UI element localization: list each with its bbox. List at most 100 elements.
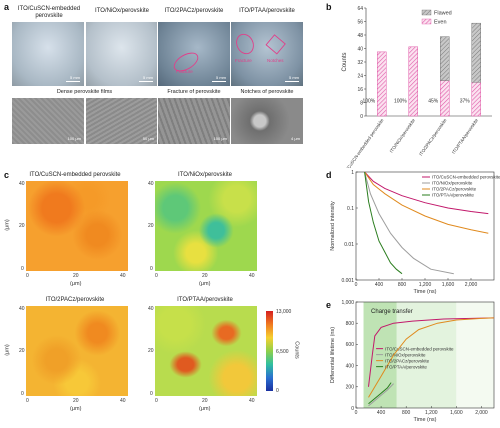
xtick-label: 1,200 — [425, 410, 438, 416]
legend-label: ITO/PTAA/perovskite — [385, 364, 427, 369]
ytick-label: 64 — [357, 6, 363, 12]
ytick-label: 56 — [357, 19, 363, 25]
map-ytick: 40 — [148, 306, 154, 312]
ytick-label: 1 — [351, 170, 354, 176]
map-xlabel: (μm) — [199, 406, 211, 412]
bar-flawed — [471, 22, 481, 83]
xtick-label: 1,600 — [442, 282, 455, 288]
sem-scalebar: 100 μm — [213, 136, 227, 141]
ytick-label: 800 — [346, 321, 355, 327]
colorbar — [266, 311, 273, 391]
photo-scalebar-2pacz: 5 mm — [216, 75, 226, 80]
map-xtick: 0 — [26, 273, 29, 279]
photo-cuscn: 5 mm — [12, 22, 84, 86]
map-ytick: 0 — [150, 266, 153, 272]
bar-even — [440, 80, 450, 117]
legend-label: ITO/2PACz/perovskite — [432, 187, 477, 192]
xtick-label: 400 — [375, 282, 384, 288]
sem-image-cuscn: 100 μm — [12, 98, 84, 144]
bar-even — [377, 51, 387, 117]
ytick-label: 0.01 — [344, 242, 354, 248]
ytick-label: 0 — [351, 406, 354, 412]
map-title-nio: ITO/NiOx/perovskite — [178, 172, 232, 178]
series-line — [364, 171, 489, 234]
sem-image-nio: 50 μm — [86, 98, 157, 144]
legend-label: ITO/NiOx/perovskite — [432, 181, 473, 186]
photo-title-ptaa: ITO/PTAA/perovskite — [239, 8, 295, 14]
xtick-label: 2,000 — [465, 282, 478, 288]
xtick-label: 800 — [402, 410, 411, 416]
sem-scalebar: 4 μm — [291, 136, 300, 141]
legend-label: ITO/CuSCN-embedded perovskite — [385, 346, 454, 351]
map-xtick: 20 — [73, 398, 79, 404]
map-xtick: 40 — [120, 398, 126, 404]
series-line — [368, 383, 394, 407]
photo-2pacz-overlay — [173, 52, 199, 72]
map-ylabel: (μm) — [4, 219, 11, 231]
xlabel: Time (ns) — [413, 417, 436, 423]
pl-map-2pacz — [26, 306, 128, 396]
map-ylabel: (μm) — [4, 344, 11, 356]
map-ytick: 20 — [19, 223, 25, 229]
map-xtick: 0 — [155, 273, 158, 279]
ytick-label: 400 — [346, 363, 355, 369]
photo-title-cuscn: ITO/CuSCN-embedded perovskite — [17, 6, 81, 19]
photo-2pacz: Fracture 5 mm — [158, 22, 230, 86]
ytick-label: 1,000 — [341, 300, 354, 306]
ytick-label: 0 — [360, 114, 363, 120]
xtick-label: 2,000 — [475, 410, 488, 416]
sem-title-notches: Notches of perovskite — [240, 89, 294, 95]
map-title-ptaa: ITO/PTAA/perovskite — [177, 297, 233, 303]
sem-title-dense: Dense perovskite films — [56, 89, 113, 95]
legend-label: ITO/CuSCN-embedded perovskite — [432, 175, 500, 180]
colorbar-tick-mid: 6,500 — [276, 349, 289, 355]
ytick-label: 8 — [360, 100, 363, 106]
ytick-label: 600 — [346, 342, 355, 348]
panel-label-b: b — [326, 2, 332, 12]
photo-ptaa-overlay — [236, 33, 286, 55]
map-xtick: 20 — [202, 398, 208, 404]
map-xlabel: (μm) — [199, 281, 211, 287]
category-label: ITO/NiOx/perovskite — [389, 117, 417, 153]
xtick-label: 1,200 — [419, 282, 432, 288]
sem-scalebar: 50 μm — [142, 136, 154, 141]
plot-frame — [355, 301, 495, 409]
ylabel: Differential lifetime (ns) — [330, 327, 336, 383]
photo-nio: 5 mm — [86, 22, 157, 86]
map-xlabel: (μm) — [70, 281, 82, 287]
map-xtick: 40 — [249, 273, 255, 279]
series-line — [368, 382, 392, 405]
photo-scalebar-cuscn: 5 mm — [70, 75, 80, 80]
sem-image-ptaa: 4 μm — [231, 98, 303, 144]
ytick-label: 0.001 — [341, 278, 354, 284]
bar-percent-label: 37% — [460, 99, 471, 105]
photo-scalebar-nio: 5 mm — [143, 75, 153, 80]
map-ytick: 20 — [148, 223, 154, 229]
series-line — [364, 171, 403, 275]
bar-percent-label: 100% — [362, 99, 375, 105]
colorbar-tick-max: 13,000 — [276, 309, 292, 315]
photo-ptaa: Fracture Notches 5 mm — [231, 22, 303, 86]
series-line — [368, 317, 495, 398]
annotation-charge-transfer: Charge transfer — [371, 309, 413, 315]
pl-map-nio — [155, 181, 257, 271]
photo-scalebar-ptaa: 5 mm — [289, 75, 299, 80]
map-xtick: 20 — [73, 273, 79, 279]
bar-even — [408, 46, 418, 117]
category-label: ITO/2PACz/perovskite — [418, 117, 448, 156]
map-xtick: 40 — [249, 398, 255, 404]
annotation-fracture-ptaa: Fracture — [235, 58, 252, 63]
bar-percent-label: 100% — [394, 99, 407, 105]
map-xtick: 0 — [155, 398, 158, 404]
xlabel: Time (ns) — [413, 289, 436, 295]
series-line — [368, 317, 495, 387]
xtick-label: 0 — [355, 282, 358, 288]
sem-title-fracture: Fracture of perovskite — [167, 89, 221, 95]
photo-title-nio: ITO/NiOx/perovskite — [95, 8, 149, 14]
bar-flawed — [440, 36, 450, 81]
map-xtick: 20 — [202, 273, 208, 279]
colorbar-label: Counts — [293, 341, 300, 359]
ytick-label: 32 — [357, 60, 363, 66]
ylabel: Counts — [342, 52, 348, 71]
ytick-label: 0.1 — [347, 206, 354, 212]
